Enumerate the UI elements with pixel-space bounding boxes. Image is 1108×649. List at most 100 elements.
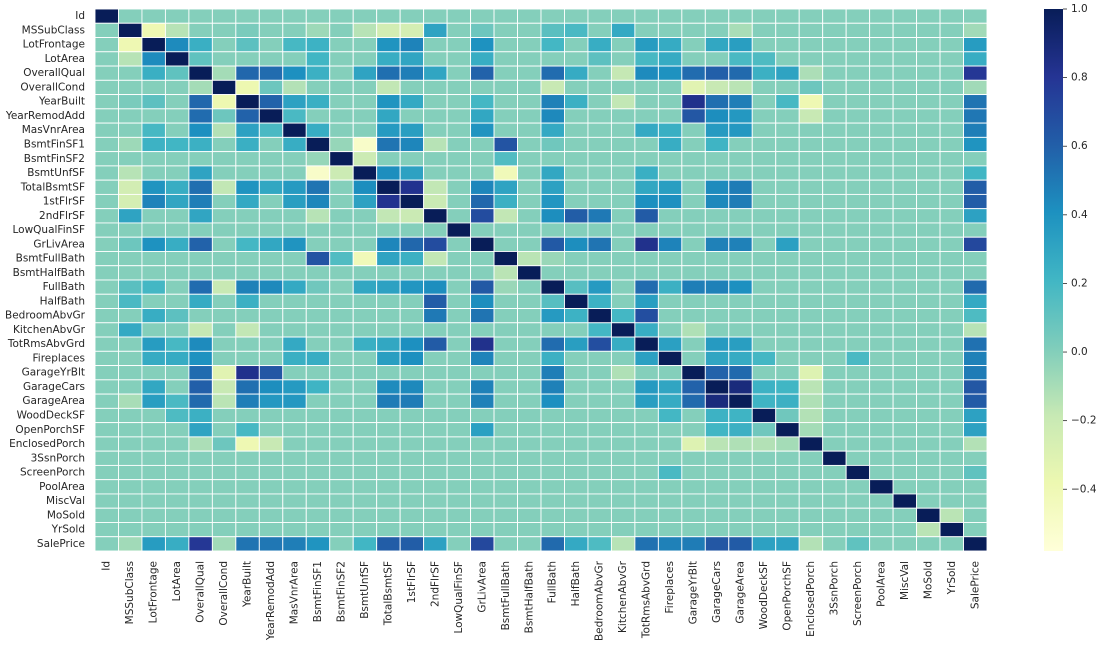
heatmap-cell-MiscVal-Fireplaces bbox=[657, 493, 683, 509]
heatmap-cell-KitchenAbvGr-MasVnrArea bbox=[282, 322, 307, 338]
heatmap-cell-OverallQual-MasVnrArea bbox=[282, 65, 307, 81]
heatmap-cell-MasVnrArea-BsmtFinSF2 bbox=[329, 122, 354, 138]
heatmap-cell-MiscVal-EnclosedPorch bbox=[798, 493, 824, 509]
heatmap-cell-LotArea-Id bbox=[94, 51, 119, 67]
heatmap-cell-GarageCars-PoolArea bbox=[869, 379, 894, 395]
heatmap-cell-GrLivArea-MasVnrArea bbox=[282, 236, 307, 252]
heatmap-cell-LotArea-BsmtHalfBath bbox=[517, 51, 542, 67]
heatmap-cell-MoSold-OpenPorchSF bbox=[775, 507, 800, 523]
heatmap-cell-WoodDeckSF-GarageCars bbox=[704, 407, 730, 424]
heatmap-cell-OverallCond-YrSold bbox=[939, 79, 964, 96]
heatmap-cell-LotFrontage-GarageArea bbox=[728, 37, 753, 53]
y-tick-label: MoSold bbox=[47, 509, 85, 521]
heatmap-cell-BsmtFullBath-Id bbox=[94, 251, 119, 267]
heatmap-cell-GrLivArea-MSSubClass bbox=[118, 236, 143, 252]
heatmap-cell-GarageYrBlt-BedroomAbvGr bbox=[587, 365, 612, 381]
heatmap-cell-MSSubClass-BsmtFinSF1 bbox=[305, 22, 331, 38]
heatmap-cell-OpenPorchSF-WoodDeckSF bbox=[751, 422, 777, 438]
heatmap-cell-SalePrice-YearBuilt bbox=[235, 536, 260, 552]
heatmap-cell-OpenPorchSF-ScreenPorch bbox=[845, 422, 871, 438]
heatmap-cell-LotFrontage-OverallQual bbox=[188, 37, 213, 53]
heatmap-cell-OpenPorchSF-OpenPorchSF bbox=[775, 422, 800, 438]
heatmap-cell-EnclosedPorch-BsmtHalfBath bbox=[517, 436, 542, 452]
heatmap-cell-GarageYrBlt-LotFrontage bbox=[141, 365, 166, 381]
heatmap-cell-HalfBath-GarageCars bbox=[704, 293, 730, 309]
heatmap-cell-LotArea-TotRmsAbvGrd bbox=[634, 51, 659, 67]
heatmap-cell-YrSold-BsmtFullBath bbox=[493, 522, 518, 538]
heatmap-cell-WoodDeckSF-MoSold bbox=[916, 407, 941, 424]
heatmap-cell-WoodDeckSF-BsmtFinSF1 bbox=[305, 407, 331, 424]
heatmap-cell-HalfBath-FullBath bbox=[540, 293, 565, 309]
heatmap-cell-FullBath-3SsnPorch bbox=[822, 279, 847, 295]
heatmap-cell-GarageYrBlt-PoolArea bbox=[869, 365, 894, 381]
heatmap-cell-KitchenAbvGr-GarageYrBlt bbox=[681, 322, 706, 338]
heatmap-cell-BsmtFinSF1-GarageYrBlt bbox=[681, 136, 706, 153]
heatmap-cell-Id-HalfBath bbox=[564, 8, 589, 24]
heatmap-cell-OpenPorchSF-EnclosedPorch bbox=[798, 422, 824, 438]
heatmap-cell-PoolArea-OverallCond bbox=[211, 479, 237, 495]
heatmap-cell-BsmtFinSF2-BsmtFullBath bbox=[493, 151, 518, 167]
heatmap-cell-YearRemodAdd-2ndFlrSF bbox=[423, 108, 448, 124]
y-tick-label: GarageYrBlt bbox=[22, 367, 85, 379]
heatmap-cell-YrSold-LotFrontage bbox=[141, 522, 166, 538]
heatmap-cell-TotalBsmtSF-LowQualFinSF bbox=[446, 179, 472, 195]
heatmap-cell-YearBuilt-LotFrontage bbox=[141, 94, 166, 110]
heatmap-cell-FullBath-YearBuilt bbox=[235, 279, 260, 295]
heatmap-cell-LotArea-BedroomAbvGr bbox=[587, 51, 612, 67]
heatmap-cell-PoolArea-TotRmsAbvGrd bbox=[634, 479, 659, 495]
heatmap-cell-YrSold-1stFlrSF bbox=[399, 522, 425, 538]
heatmap-cell-YearBuilt-ScreenPorch bbox=[845, 94, 871, 110]
heatmap-cell-GarageYrBlt-FullBath bbox=[540, 365, 565, 381]
heatmap-cell-MSSubClass-LotArea bbox=[164, 22, 190, 38]
heatmap-cell-BedroomAbvGr-TotalBsmtSF bbox=[376, 308, 401, 324]
heatmap-cell-LotFrontage-MoSold bbox=[916, 37, 941, 53]
heatmap-cell-LotArea-YrSold bbox=[939, 51, 964, 67]
heatmap-cell-TotRmsAbvGrd-OverallQual bbox=[188, 336, 213, 352]
heatmap-cell-TotRmsAbvGrd-BsmtUnfSF bbox=[352, 336, 378, 352]
heatmap-cell-Fireplaces-MiscVal bbox=[892, 350, 918, 367]
heatmap-cell-YrSold-SalePrice bbox=[963, 522, 988, 538]
heatmap-cell-TotalBsmtSF-1stFlrSF bbox=[399, 179, 425, 195]
heatmap-cell-GarageCars-LotFrontage bbox=[141, 379, 166, 395]
x-tick-label: OverallQual bbox=[195, 561, 207, 623]
heatmap-cell-MiscVal-MoSold bbox=[916, 493, 941, 509]
heatmap-cell-BsmtUnfSF-LowQualFinSF bbox=[446, 165, 472, 181]
heatmap-cell-MasVnrArea-TotRmsAbvGrd bbox=[634, 122, 659, 138]
heatmap-cell-GarageYrBlt-OverallCond bbox=[211, 365, 237, 381]
x-tick-label: BsmtFullBath bbox=[500, 561, 512, 630]
heatmap-cell-ScreenPorch-EnclosedPorch bbox=[798, 464, 824, 481]
heatmap-cell-OpenPorchSF-PoolArea bbox=[869, 422, 894, 438]
heatmap-cell-BsmtUnfSF-YrSold bbox=[939, 165, 964, 181]
heatmap-cell-OverallCond-Fireplaces bbox=[657, 79, 683, 96]
heatmap-cell-MasVnrArea-3SsnPorch bbox=[822, 122, 847, 138]
heatmap-cell-BsmtUnfSF-MiscVal bbox=[892, 165, 918, 181]
heatmap-cell-SalePrice-MoSold bbox=[916, 536, 941, 552]
heatmap-cell-OverallQual-LowQualFinSF bbox=[446, 65, 472, 81]
heatmap-cell-GrLivArea-TotalBsmtSF bbox=[376, 236, 401, 252]
heatmap-cell-OverallCond-HalfBath bbox=[564, 79, 589, 96]
heatmap-cell-BsmtFullBath-GarageCars bbox=[704, 251, 730, 267]
heatmap-cell-TotalBsmtSF-ScreenPorch bbox=[845, 179, 871, 195]
heatmap-cell-1stFlrSF-HalfBath bbox=[564, 193, 589, 210]
heatmap-cell-GrLivArea-1stFlrSF bbox=[399, 236, 425, 252]
heatmap-cell-BsmtFullBath-BsmtFinSF1 bbox=[305, 251, 331, 267]
heatmap-cell-MasVnrArea-ScreenPorch bbox=[845, 122, 871, 138]
heatmap-cell-MSSubClass-WoodDeckSF bbox=[751, 22, 777, 38]
heatmap-cell-BsmtFinSF2-OverallCond bbox=[211, 151, 237, 167]
heatmap-cell-BsmtHalfBath-YrSold bbox=[939, 265, 964, 281]
heatmap-cell-BedroomAbvGr-BsmtFinSF1 bbox=[305, 308, 331, 324]
heatmap-cell-Fireplaces-LotFrontage bbox=[141, 350, 166, 367]
heatmap-cell-GarageYrBlt-1stFlrSF bbox=[399, 365, 425, 381]
heatmap-cell-BsmtFinSF2-Fireplaces bbox=[657, 151, 683, 167]
heatmap-cell-LotArea-MSSubClass bbox=[118, 51, 143, 67]
heatmap-cell-LotArea-YearRemodAdd bbox=[258, 51, 284, 67]
x-tick-label: MSSubClass bbox=[124, 561, 136, 624]
heatmap-cell-3SsnPorch-OpenPorchSF bbox=[775, 450, 800, 466]
heatmap-cell-1stFlrSF-GarageArea bbox=[728, 193, 753, 210]
heatmap-cell-ScreenPorch-HalfBath bbox=[564, 464, 589, 481]
heatmap-cell-BsmtFullBath-OverallQual bbox=[188, 251, 213, 267]
heatmap-cell-3SsnPorch-OverallQual bbox=[188, 450, 213, 466]
heatmap-cell-LotFrontage-BsmtFullBath bbox=[493, 37, 518, 53]
heatmap-cell-BsmtUnfSF-TotRmsAbvGrd bbox=[634, 165, 659, 181]
heatmap-cell-BsmtFinSF1-OpenPorchSF bbox=[775, 136, 800, 153]
